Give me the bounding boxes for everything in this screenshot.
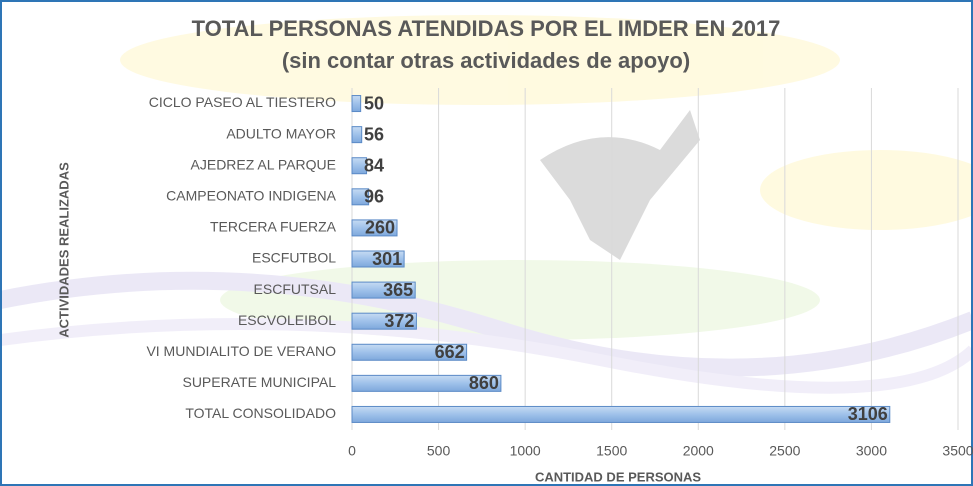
x-axis-title: CANTIDAD DE PERSONAS — [535, 469, 701, 484]
value-label: 50 — [364, 93, 384, 113]
x-tick-label: 0 — [348, 443, 356, 459]
value-label: 84 — [364, 155, 384, 175]
chart-title: TOTAL PERSONAS ATENDIDAS POR EL IMDER EN… — [192, 16, 781, 41]
y-axis-title: ACTIVIDADES REALIZADAS — [56, 162, 71, 338]
y-tick-label: TERCERA FUERZA — [210, 219, 337, 235]
value-label: 372 — [384, 311, 414, 331]
bar — [352, 406, 890, 422]
value-label: 860 — [469, 373, 499, 393]
x-tick-label: 500 — [427, 443, 451, 459]
value-label: 662 — [435, 342, 465, 362]
value-label: 365 — [383, 280, 413, 300]
value-label: 96 — [364, 187, 384, 207]
x-tick-label: 3000 — [856, 443, 887, 459]
value-label: 3106 — [848, 404, 888, 424]
y-tick-label: VI MUNDIALITO DE VERANO — [146, 343, 336, 359]
y-tick-label: ESCVOLEIBOL — [238, 312, 336, 328]
value-label: 56 — [364, 124, 384, 144]
x-tick-label: 2000 — [683, 443, 714, 459]
x-tick-label: 3500 — [942, 443, 973, 459]
y-tick-label: CICLO PASEO AL TIESTERO — [149, 94, 336, 110]
x-tick-label: 1500 — [596, 443, 627, 459]
x-tick-label: 1000 — [510, 443, 541, 459]
value-label: 301 — [372, 249, 402, 269]
y-tick-label: ESCFUTSAL — [254, 281, 337, 297]
bar — [352, 127, 362, 143]
x-tick-label: 2500 — [769, 443, 800, 459]
y-tick-label: TOTAL CONSOLIDADO — [185, 405, 336, 421]
y-tick-label: ESCFUTBOL — [252, 250, 336, 266]
y-tick-label: AJEDREZ AL PARQUE — [191, 156, 336, 172]
y-tick-label: CAMPEONATO INDIGENA — [166, 188, 337, 204]
y-tick-label: SUPERATE MUNICIPAL — [182, 374, 336, 390]
bar — [352, 96, 361, 112]
chart-subtitle: (sin contar otras actividades de apoyo) — [282, 48, 690, 73]
value-label: 260 — [365, 218, 395, 238]
y-tick-label: ADULTO MAYOR — [226, 125, 336, 141]
chart: TOTAL PERSONAS ATENDIDAS POR EL IMDER EN… — [0, 0, 973, 486]
